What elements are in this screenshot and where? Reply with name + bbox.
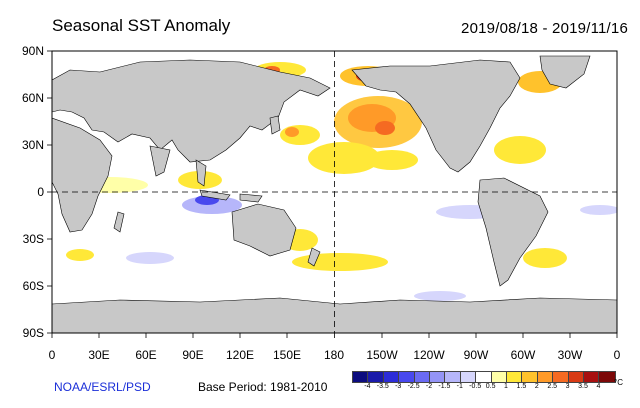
colorbar-tick-label: 3 <box>565 383 570 390</box>
eurasia <box>52 59 331 163</box>
colorbar-tick-label: -4 <box>364 383 371 390</box>
base-period-label: Base Period: 1981-2010 <box>198 380 328 394</box>
lon-label-90w: 90W <box>463 348 489 362</box>
lon-label-120e: 120E <box>225 348 255 362</box>
lon-label-150e: 150E <box>272 348 302 362</box>
colorbar-tick-label: -0.5 <box>469 383 482 390</box>
india <box>149 145 171 177</box>
lat-label-30n: 30N <box>21 138 44 152</box>
colorbar-tick-label: -1 <box>456 383 463 390</box>
colorbar-tick-label: -2 <box>425 383 433 390</box>
se-asia <box>195 159 207 187</box>
japan <box>269 115 281 135</box>
colorbar-tick-label: 4 <box>596 383 601 390</box>
colorbar-tick-label: 2 <box>534 383 539 390</box>
australia <box>231 203 297 257</box>
lat-label-60n: 60N <box>21 91 44 105</box>
warm-anomaly-patches <box>66 62 567 271</box>
lon-label-60e: 60E <box>135 348 157 362</box>
lon-label-90e: 90E <box>182 348 204 362</box>
lon-label-120w: 120W <box>413 348 445 362</box>
lon-label-30e: 30E <box>88 348 110 362</box>
lon-label-60w: 60W <box>510 348 536 362</box>
new-guinea <box>239 193 263 203</box>
axis-ticks <box>47 50 618 338</box>
cool-anomaly-patches <box>126 195 617 301</box>
lon-label-180: 180 <box>323 348 345 362</box>
lat-label-30s: 30S <box>22 232 44 246</box>
colorbar-tick-label: -2.5 <box>407 383 420 390</box>
colorbar-tick-label: -3.5 <box>376 383 389 390</box>
colorbar-tick-label: -3 <box>395 383 402 390</box>
lon-label-0-end: 0 <box>613 348 621 362</box>
date-range: 2019/08/18 - 2019/11/16 <box>461 20 628 37</box>
colorbar-swatch <box>598 371 616 383</box>
colorbar-tick-label: 0.5 <box>485 383 496 390</box>
lat-label-60s: 60S <box>22 279 44 293</box>
north-america <box>351 59 521 173</box>
lat-label-90s: 90S <box>22 326 44 340</box>
colorbar-tick-label: 2.5 <box>547 383 558 390</box>
indonesia <box>199 189 231 201</box>
africa <box>52 117 113 233</box>
lat-label-0: 0 <box>37 185 44 199</box>
madagascar <box>113 211 125 233</box>
south-america <box>477 177 549 287</box>
map-title: Seasonal SST Anomaly <box>52 16 231 35</box>
new-zealand <box>307 247 321 267</box>
lon-label-150w: 150W <box>366 348 398 362</box>
lon-label-0: 0 <box>48 348 56 362</box>
colorbar-unit: °C <box>614 378 623 387</box>
lat-label-90n: 90N <box>21 44 44 58</box>
colorbar-tick-label: 3.5 <box>578 383 588 390</box>
greenland <box>539 55 591 89</box>
colorbar-tick-label: -1.5 <box>438 383 451 390</box>
credit-label: NOAA/ESRL/PSD <box>54 380 151 394</box>
colorbar-tick-label: 1.5 <box>516 383 527 390</box>
colorbar-tick-label: 1 <box>504 383 508 390</box>
lon-label-30w: 30W <box>557 348 583 362</box>
